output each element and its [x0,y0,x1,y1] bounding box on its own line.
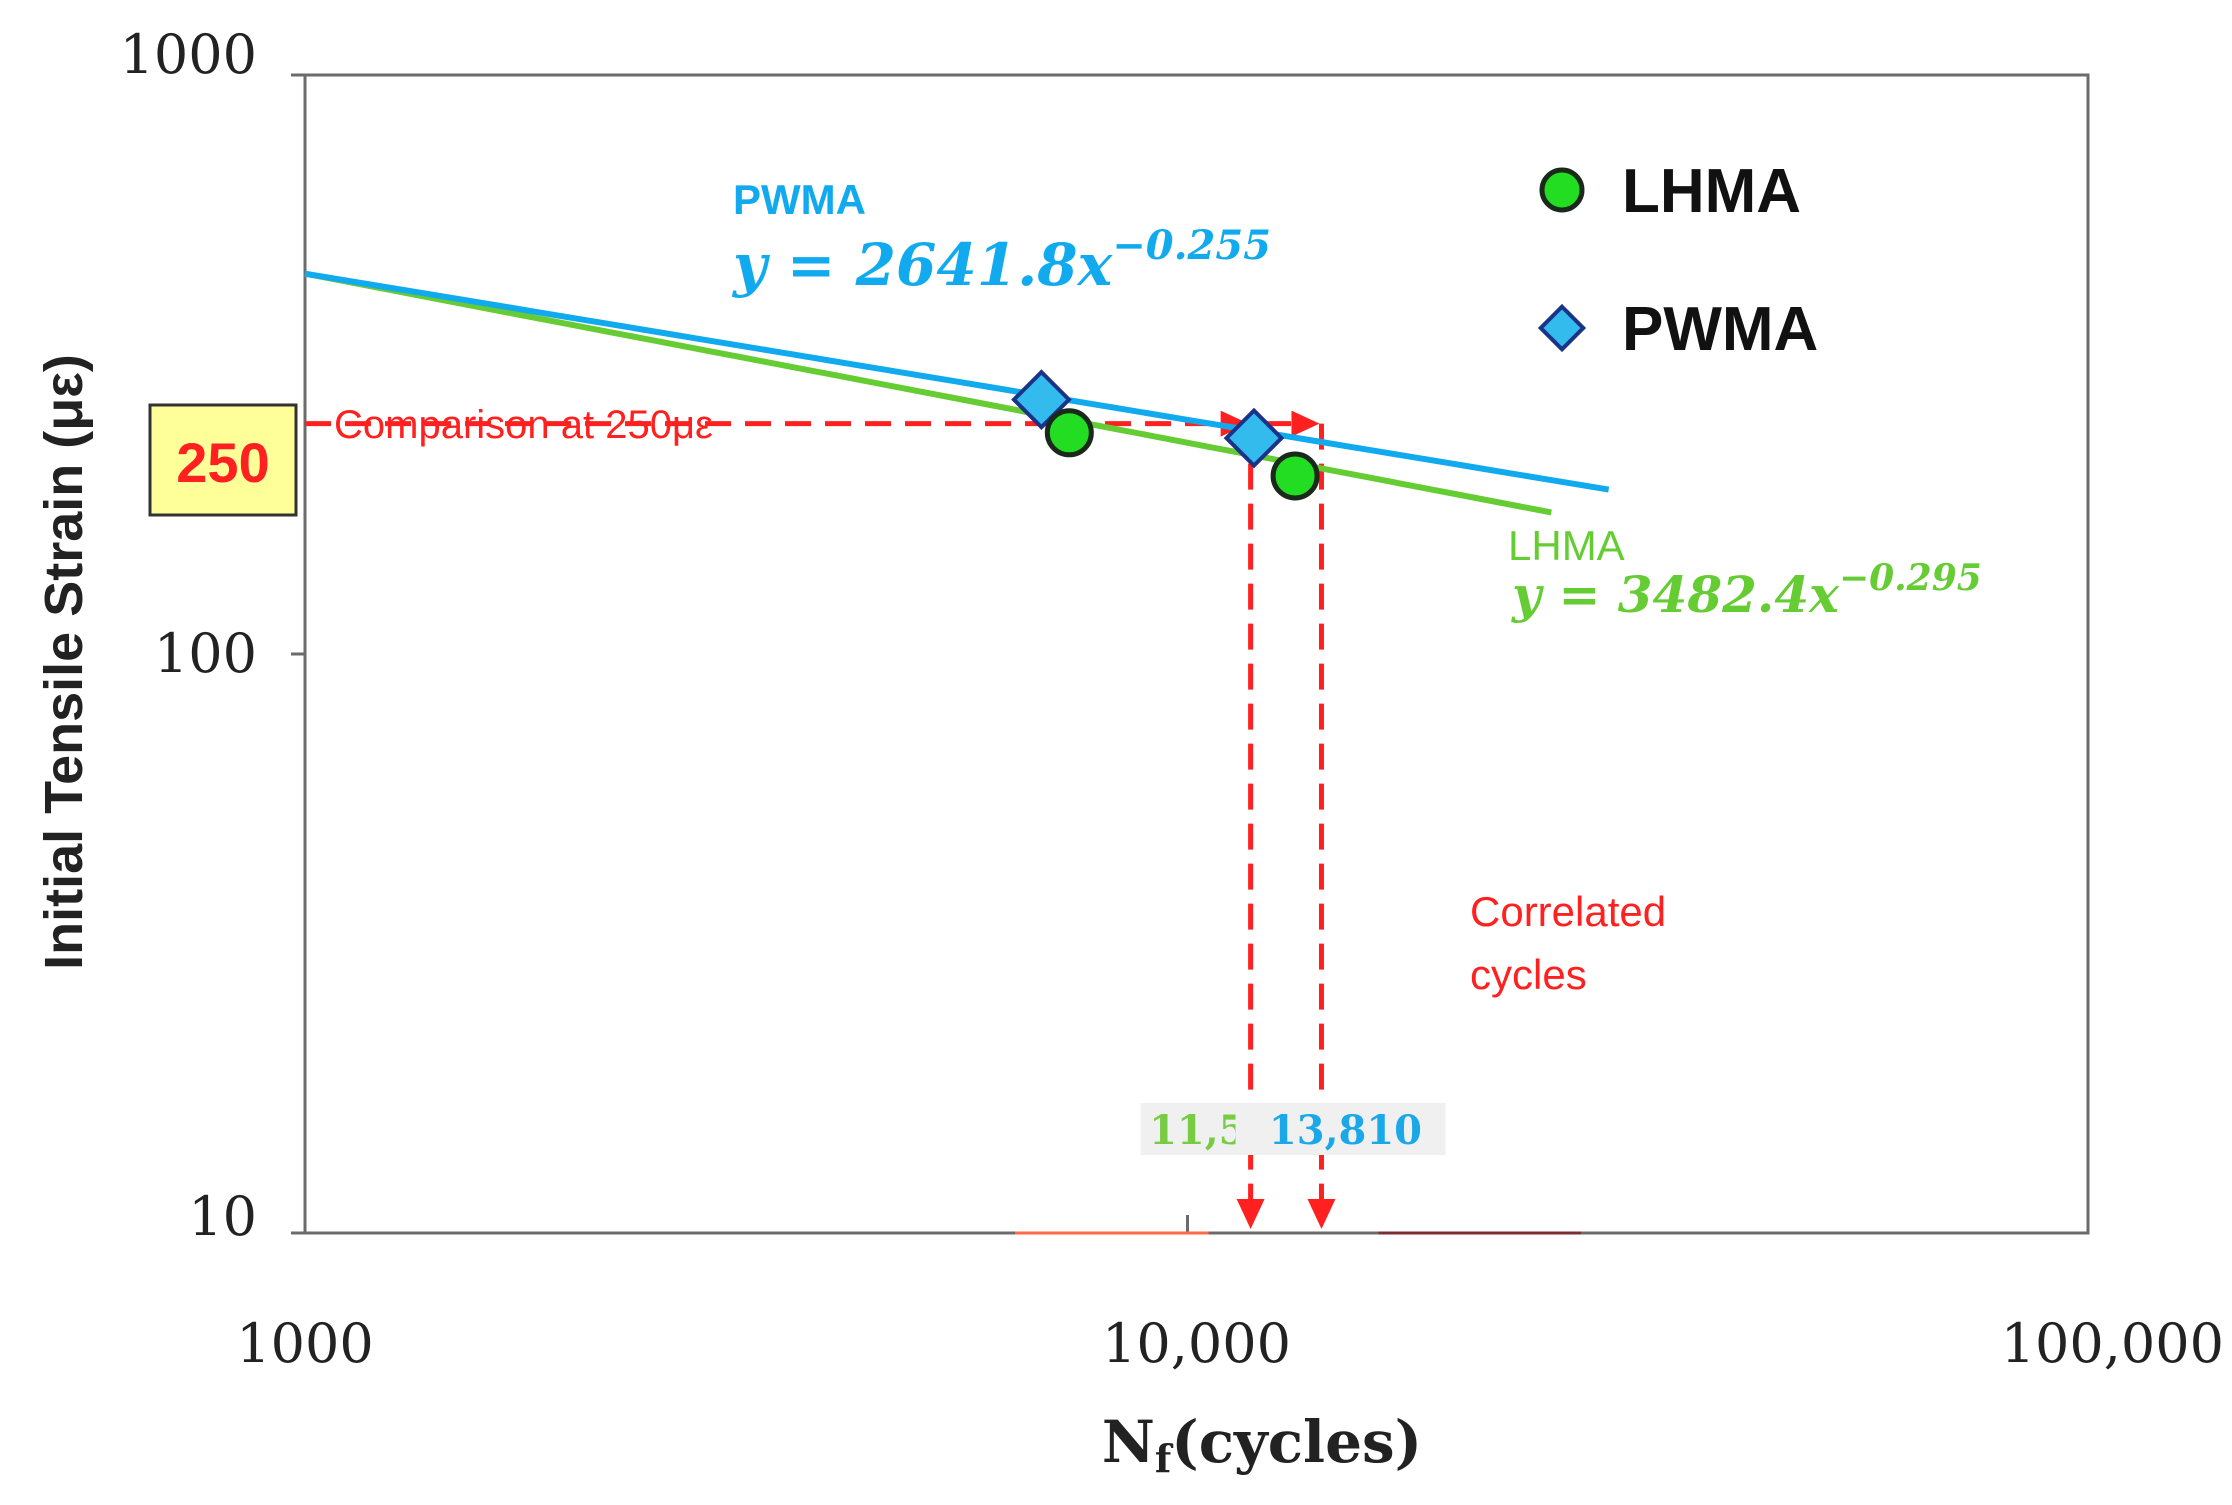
trendlines [304,270,1610,516]
pwma-equation-base: y = 2641.8x [731,231,1114,299]
legend: LHMA PWMA [1537,157,1818,364]
pwma-fit-label: PWMA [733,176,866,223]
lhma-data-point [1044,408,1094,458]
y-tick-label: 1000 [120,23,257,86]
lhma-data-point [1270,451,1320,501]
arrow-head [1307,1199,1336,1229]
correlated-label: cycles [1470,951,1587,998]
legend-marker-pwma [1537,303,1587,353]
legend-marker-lhma [1539,167,1585,213]
lhma-fit-label: LHMA [1508,522,1625,569]
pwma-equation-exponent: −0.255 [1112,222,1271,269]
reference-value-label: 250 [176,431,269,494]
y-tick-label: 100 [154,622,257,685]
legend-label-lhma: LHMA [1622,157,1801,226]
x-axis-label-suffix: (cycles) [1171,1408,1422,1476]
cycles-pwma-box [1235,1103,1446,1155]
arrow-head [1236,1199,1265,1229]
x-tick-label: 100,000 [2001,1312,2224,1375]
ticks: 10 100 1000 1000 10,000 100,000 [120,23,2224,1375]
x-axis-label-subscript: f [1155,1436,1174,1481]
cycles-pwma-label: 13,810 [1269,1107,1422,1154]
y-axis-label: Initial Tensile Strain (με) [34,354,94,970]
lhma-equation-exponent: −0.295 [1839,557,1982,599]
comparison-label: Comparison at 250με [334,403,713,447]
pwma-equation: y = 2641.8x−0.255 [731,222,1271,299]
trendline-lhma [304,270,1552,516]
arrow-head [1291,410,1320,437]
lhma-equation-base: y = 3482.4x [1511,565,1840,624]
arrow-head [1220,410,1249,437]
reference-value-box [148,403,298,517]
data-points [1011,369,1320,501]
y-tick-label: 10 [188,1185,257,1248]
x-axis-label: Nf(cycles) [1102,1408,1422,1481]
x-axis-label-main: N [1102,1408,1155,1476]
legend-label-pwma: PWMA [1622,295,1818,364]
trendline-pwma [304,270,1610,493]
pwma-data-point [1223,407,1285,469]
correlated-label: Correlated [1470,888,1666,935]
x-tick-label: 1000 [236,1312,373,1375]
x-tick-label: 10,000 [1102,1312,1291,1375]
lhma-equation: y = 3482.4x−0.295 [1511,557,1982,624]
